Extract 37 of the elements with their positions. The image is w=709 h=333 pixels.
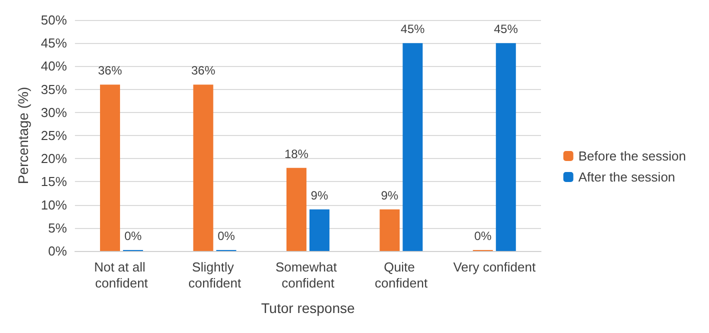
y-tick-label: 20%	[40, 151, 68, 166]
y-tick-label: 50%	[40, 12, 68, 28]
y-tick-label: 45%	[40, 36, 68, 51]
y-tick-label: 15%	[40, 174, 68, 190]
data-label: 18%	[284, 146, 309, 161]
bar	[100, 84, 120, 251]
y-tick-label: 35%	[40, 82, 68, 97]
bar	[496, 43, 516, 251]
y-tick-label: 5%	[48, 220, 68, 236]
bar	[309, 209, 330, 251]
y-tick-label: 0%	[48, 244, 68, 258]
x-tick-label: Very confident	[453, 260, 536, 274]
data-label: 45%	[400, 22, 426, 36]
y-axis-title: Percentage (%)	[15, 86, 31, 184]
y-tick-label: 40%	[40, 58, 68, 74]
data-label: 9%	[310, 188, 328, 202]
legend-label: After the session	[578, 170, 676, 184]
y-tick-label: 25%	[40, 128, 68, 143]
legend-label: Before the session	[578, 148, 686, 164]
data-label: 45%	[494, 22, 518, 36]
x-tick-label: Slightly confident	[188, 260, 242, 290]
x-tick-label: Not at all confident	[94, 260, 149, 290]
bar	[193, 84, 214, 251]
data-label: 9%	[381, 188, 399, 202]
y-tick-label: 30%	[40, 104, 68, 120]
data-label: 0%	[218, 229, 236, 243]
x-axis-title: Tutor response	[261, 300, 355, 316]
x-tick-label: Somewhat confident	[275, 260, 340, 290]
data-label: 0%	[124, 229, 142, 243]
data-label: 36%	[191, 64, 216, 78]
bar	[380, 209, 400, 251]
data-label: 36%	[98, 64, 122, 78]
bar	[286, 168, 306, 251]
data-label: 0%	[474, 229, 492, 243]
bar	[402, 43, 423, 251]
y-tick-label: 10%	[40, 197, 68, 212]
x-tick-label: Quite confident	[374, 260, 428, 290]
